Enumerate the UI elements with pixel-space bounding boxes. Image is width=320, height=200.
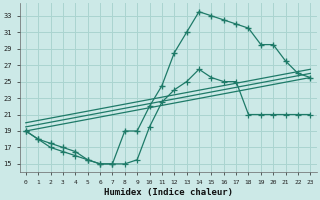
X-axis label: Humidex (Indice chaleur): Humidex (Indice chaleur) (104, 188, 233, 197)
